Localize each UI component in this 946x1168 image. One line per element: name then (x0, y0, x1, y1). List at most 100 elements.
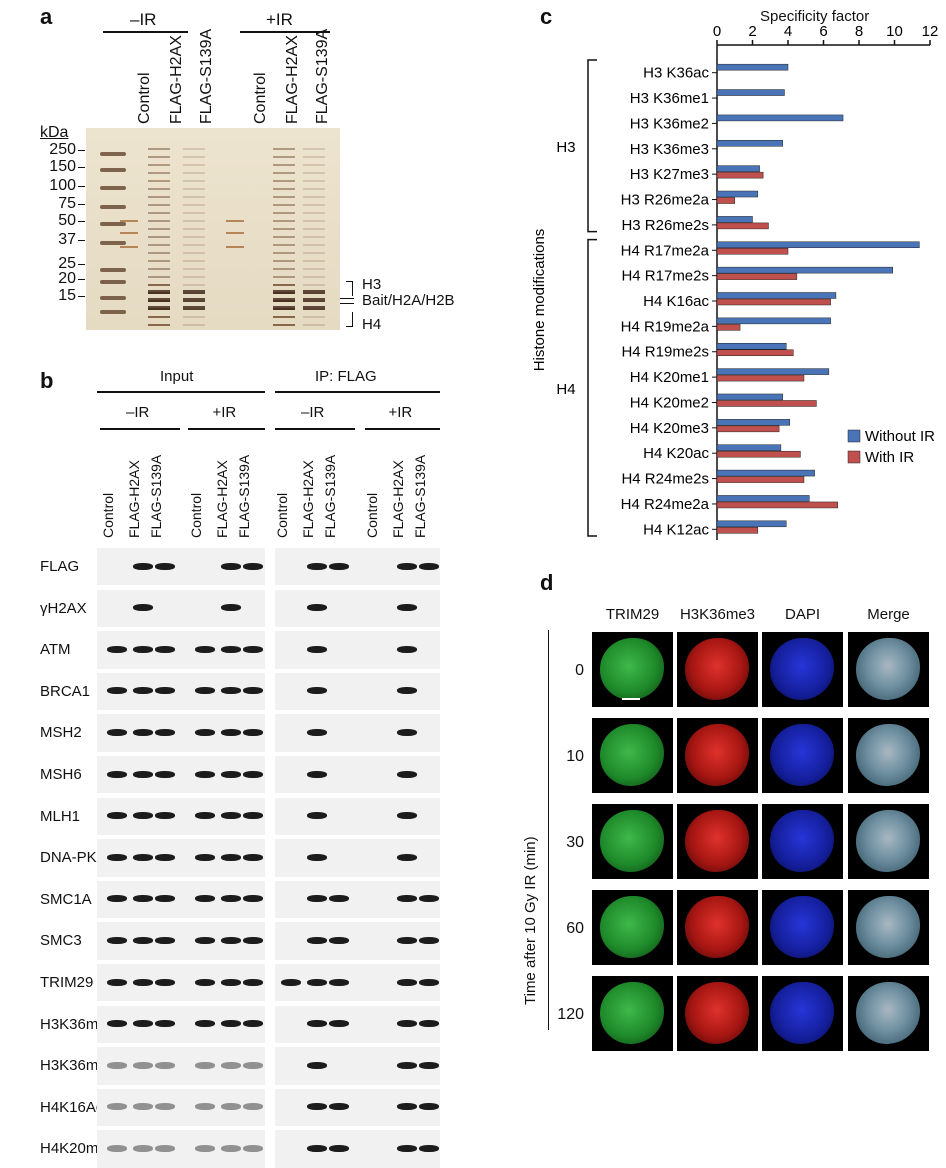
gel-band (183, 156, 205, 158)
blot-row-label: DNA-PKcs (40, 849, 112, 867)
blot-band (133, 562, 153, 570)
blot-band (397, 895, 417, 903)
blot-band (155, 729, 175, 737)
gel-band (183, 298, 205, 302)
panel-b-subgroup-line (100, 428, 180, 430)
panel-b-subgroup-line (275, 428, 355, 430)
gel-band (273, 220, 295, 222)
blot-row-label: H3K36me2 (40, 1057, 116, 1075)
blot-band (307, 1103, 327, 1111)
legend-swatch (847, 450, 861, 464)
bar-with-ir (716, 324, 741, 331)
category-label: H3 K27me3 (630, 166, 709, 183)
gel-band (148, 244, 170, 246)
micrograph-cell (677, 890, 758, 965)
x-tick-label: 2 (748, 23, 756, 40)
blot-band (133, 604, 153, 612)
category-label: H3 K36ac (643, 65, 709, 82)
gel-band (100, 310, 126, 314)
gel-band (148, 252, 170, 254)
gel-band (303, 148, 325, 150)
panel-a-group-plus-ir: +IR (266, 10, 293, 29)
gel-band (183, 188, 205, 190)
panel-a-group-minus-line (103, 31, 188, 33)
kda-marker: 50 (58, 212, 76, 229)
blot-band (107, 1061, 127, 1069)
blot-band (133, 729, 153, 737)
blot-band (243, 1020, 263, 1028)
blot-band (195, 853, 215, 861)
blot-band (221, 1103, 241, 1111)
x-tick-label: 4 (784, 23, 792, 40)
blot-row-label: γH2AX (40, 599, 87, 617)
micrograph-cell (592, 632, 673, 707)
blot-input-panel (97, 672, 265, 711)
panel-d-label: d (540, 570, 554, 595)
gel-band (183, 284, 205, 286)
gel-band (273, 172, 295, 174)
gel-band (148, 298, 170, 302)
gel-band (148, 324, 170, 326)
bar-without-ir (716, 165, 760, 172)
gel-band (183, 290, 205, 294)
nucleus (600, 638, 664, 700)
blot-band (243, 645, 263, 653)
blot-band (195, 895, 215, 903)
blot-band (133, 978, 153, 986)
bar-with-ir (716, 349, 794, 356)
blot-input-panel (97, 1005, 265, 1043)
gel-band (183, 164, 205, 166)
blot-input-panel (97, 756, 265, 794)
bar-without-ir (716, 368, 830, 375)
bar-with-ir (716, 476, 805, 483)
gel-band (303, 228, 325, 230)
blot-band (243, 853, 263, 861)
specificity-chart: 0 2 4 6 8 10 12 H3 K36ac H3 K36me1 H3 K36me2 H3 K3… (531, 23, 938, 540)
gel-band (183, 260, 205, 262)
blot-band (195, 812, 215, 820)
blot-band (133, 812, 153, 820)
bar-without-ir (716, 469, 815, 477)
gel-band (273, 324, 295, 326)
gel-band (273, 212, 295, 214)
kda-tick (78, 186, 85, 187)
legend-label: With IR (865, 449, 914, 466)
blot-band (281, 978, 301, 986)
nucleus (600, 724, 664, 786)
blot-band (133, 645, 153, 653)
blot-band (397, 853, 417, 861)
micrograph-cell (762, 632, 843, 707)
x-tick-label: 6 (819, 23, 827, 40)
kda-tick (78, 296, 85, 297)
blot-band (419, 895, 439, 903)
gel-band (303, 284, 325, 286)
gel-band (148, 306, 170, 310)
blot-band (221, 937, 241, 945)
blot-band (243, 895, 263, 903)
blot-input-panel (97, 880, 265, 919)
blot-band (243, 770, 263, 778)
blot-ip-panel (275, 1047, 440, 1085)
blot-band (155, 687, 175, 695)
blot-band (107, 1103, 127, 1111)
blot-band (307, 978, 327, 986)
blot-band (195, 937, 215, 945)
blot-band (221, 812, 241, 820)
blot-input-panel (97, 1047, 265, 1085)
blot-band (397, 687, 417, 695)
gel-band (303, 298, 325, 302)
annotation-bait-h2a-h2b: Bait/H2A/H2B (362, 292, 455, 309)
blot-band (397, 978, 417, 986)
blot-band (329, 978, 349, 986)
panel-d-ylabel: Time after 10 Gy IR (min) (522, 836, 539, 1005)
blot-input-panel (97, 589, 265, 627)
gel-band (273, 204, 295, 206)
panel-b-subgroup-label: –IR (126, 404, 150, 421)
blot-band (195, 978, 215, 986)
blot-band (307, 604, 327, 612)
panel-d-column-header: TRIM29 (605, 606, 660, 623)
chart-title: Specificity factor (760, 8, 870, 25)
nucleus (685, 724, 749, 786)
blot-band (133, 1061, 153, 1069)
gel-band (183, 148, 205, 150)
